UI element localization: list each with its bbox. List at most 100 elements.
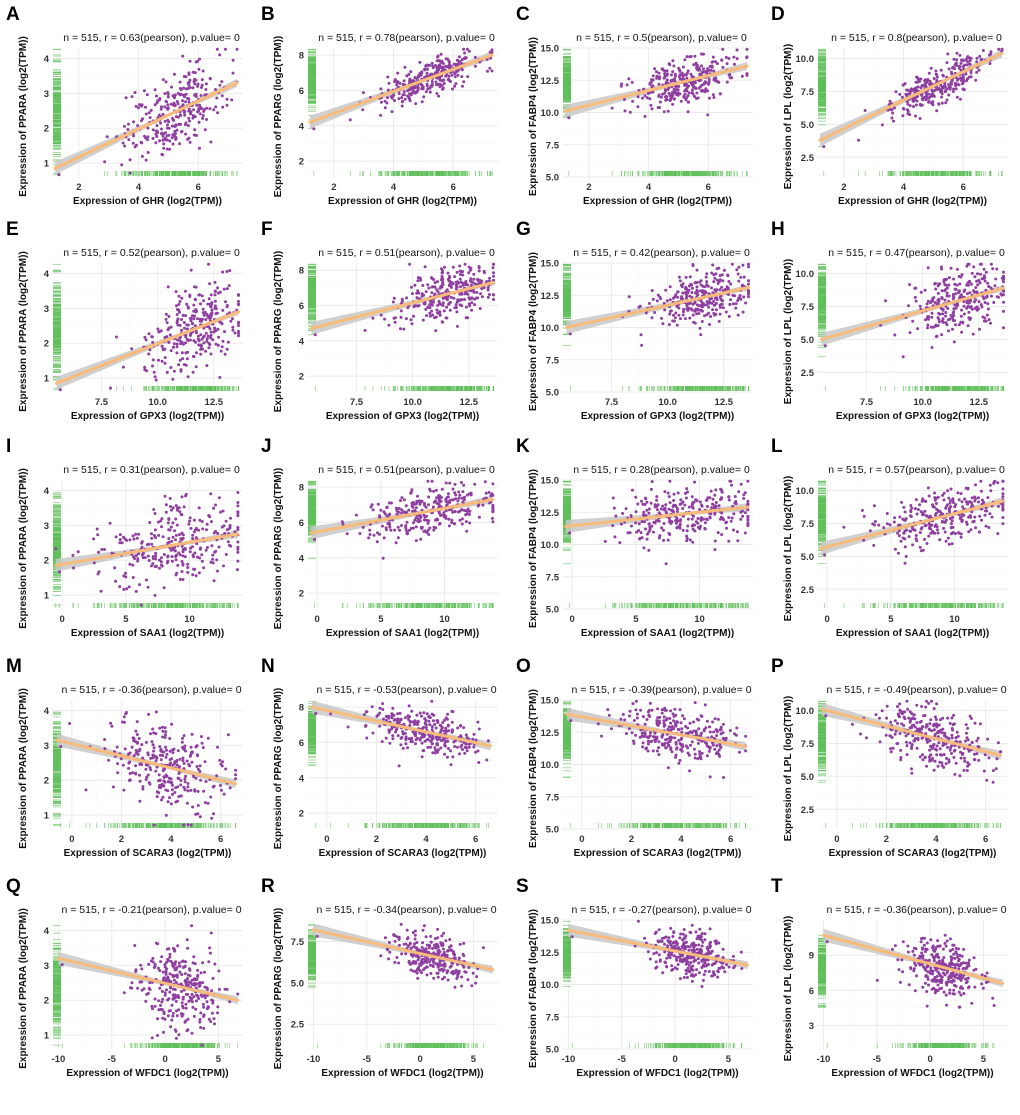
data-point: [220, 80, 223, 83]
data-point: [197, 294, 200, 297]
data-point: [426, 68, 429, 71]
data-point: [210, 334, 213, 337]
data-point: [192, 371, 195, 374]
data-point: [917, 85, 920, 88]
data-point: [403, 66, 406, 69]
data-point: [964, 73, 967, 76]
data-point: [948, 68, 951, 71]
data-point: [921, 97, 924, 100]
data-point: [464, 57, 467, 60]
panel-letter: E: [6, 219, 19, 240]
data-point: [422, 95, 425, 98]
data-point: [215, 307, 218, 310]
data-point: [228, 284, 231, 287]
data-point: [202, 308, 205, 311]
data-point: [907, 112, 910, 115]
data-point: [175, 290, 178, 293]
data-point: [454, 82, 457, 85]
data-point: [647, 92, 650, 95]
data-point: [864, 109, 867, 112]
data-point: [198, 147, 201, 150]
data-point: [414, 102, 417, 105]
data-point: [186, 351, 189, 354]
data-point: [185, 303, 188, 306]
data-point: [127, 138, 130, 141]
y-tick-label: 3: [44, 304, 49, 315]
data-point: [175, 115, 178, 118]
data-point: [933, 77, 936, 80]
data-point: [937, 87, 940, 90]
data-point: [411, 91, 414, 94]
data-point: [156, 328, 159, 331]
data-point: [156, 124, 159, 127]
y-tick-label: 4: [299, 121, 305, 132]
panel-letter: D: [771, 4, 785, 25]
data-point: [158, 97, 161, 100]
data-point: [226, 348, 229, 351]
data-point: [712, 96, 715, 99]
data-point: [714, 60, 717, 63]
data-point: [443, 82, 446, 85]
data-point: [148, 332, 151, 335]
data-point: [179, 81, 182, 84]
data-point: [651, 107, 654, 110]
data-point: [474, 56, 477, 59]
data-point: [675, 93, 678, 96]
data-point: [57, 173, 60, 176]
data-point: [962, 88, 965, 91]
data-point: [695, 92, 698, 95]
data-point: [167, 285, 170, 288]
data-point: [466, 75, 469, 78]
data-point: [379, 87, 382, 90]
panel-subtitle: n = 515, r = 0.52(pearson), p.value= 0: [63, 247, 240, 259]
data-point: [312, 127, 315, 130]
data-point: [147, 151, 150, 154]
data-point: [176, 100, 179, 103]
data-point: [403, 90, 406, 93]
data-point: [178, 142, 181, 145]
data-point: [958, 65, 961, 68]
data-point: [456, 74, 459, 77]
data-point: [822, 145, 825, 148]
data-point: [154, 375, 157, 378]
x-tick-label: 6: [706, 182, 711, 193]
y-axis-title: Expression of PPARG (log2(TPM)): [273, 36, 284, 198]
data-point: [201, 117, 204, 120]
x-tick-label: 12.5: [205, 397, 224, 408]
x-axis-title: Expression of GHR (log2(TPM)): [838, 196, 987, 207]
data-point: [674, 75, 677, 78]
data-point: [146, 138, 149, 141]
data-point: [988, 54, 991, 57]
data-point: [192, 355, 195, 358]
data-point: [214, 304, 217, 307]
data-point: [905, 89, 908, 92]
data-point: [195, 95, 198, 98]
data-point: [944, 84, 947, 87]
data-point: [190, 317, 193, 320]
data-point: [184, 123, 187, 126]
data-point: [702, 67, 705, 70]
data-point: [429, 87, 432, 90]
data-point: [901, 96, 904, 99]
data-point: [700, 53, 703, 56]
data-point: [691, 89, 694, 92]
data-point: [176, 343, 179, 346]
y-rug: [53, 49, 61, 174]
data-point: [427, 64, 430, 67]
panel-subtitle: n = 515, r = 0.78(pearson), p.value= 0: [318, 32, 495, 44]
data-point: [415, 76, 418, 79]
data-point: [140, 119, 143, 122]
panel-e: En = 515, r = 0.52(pearson), p.value= 07…: [6, 219, 243, 422]
data-point: [664, 89, 667, 92]
data-point: [217, 336, 220, 339]
data-point: [978, 55, 981, 58]
data-point: [161, 132, 164, 135]
data-point: [231, 317, 234, 320]
data-point: [946, 53, 949, 56]
data-point: [192, 108, 195, 111]
data-point: [134, 91, 137, 94]
data-point: [160, 105, 163, 108]
data-point: [176, 324, 179, 327]
data-point: [661, 68, 664, 71]
data-point: [965, 58, 968, 61]
